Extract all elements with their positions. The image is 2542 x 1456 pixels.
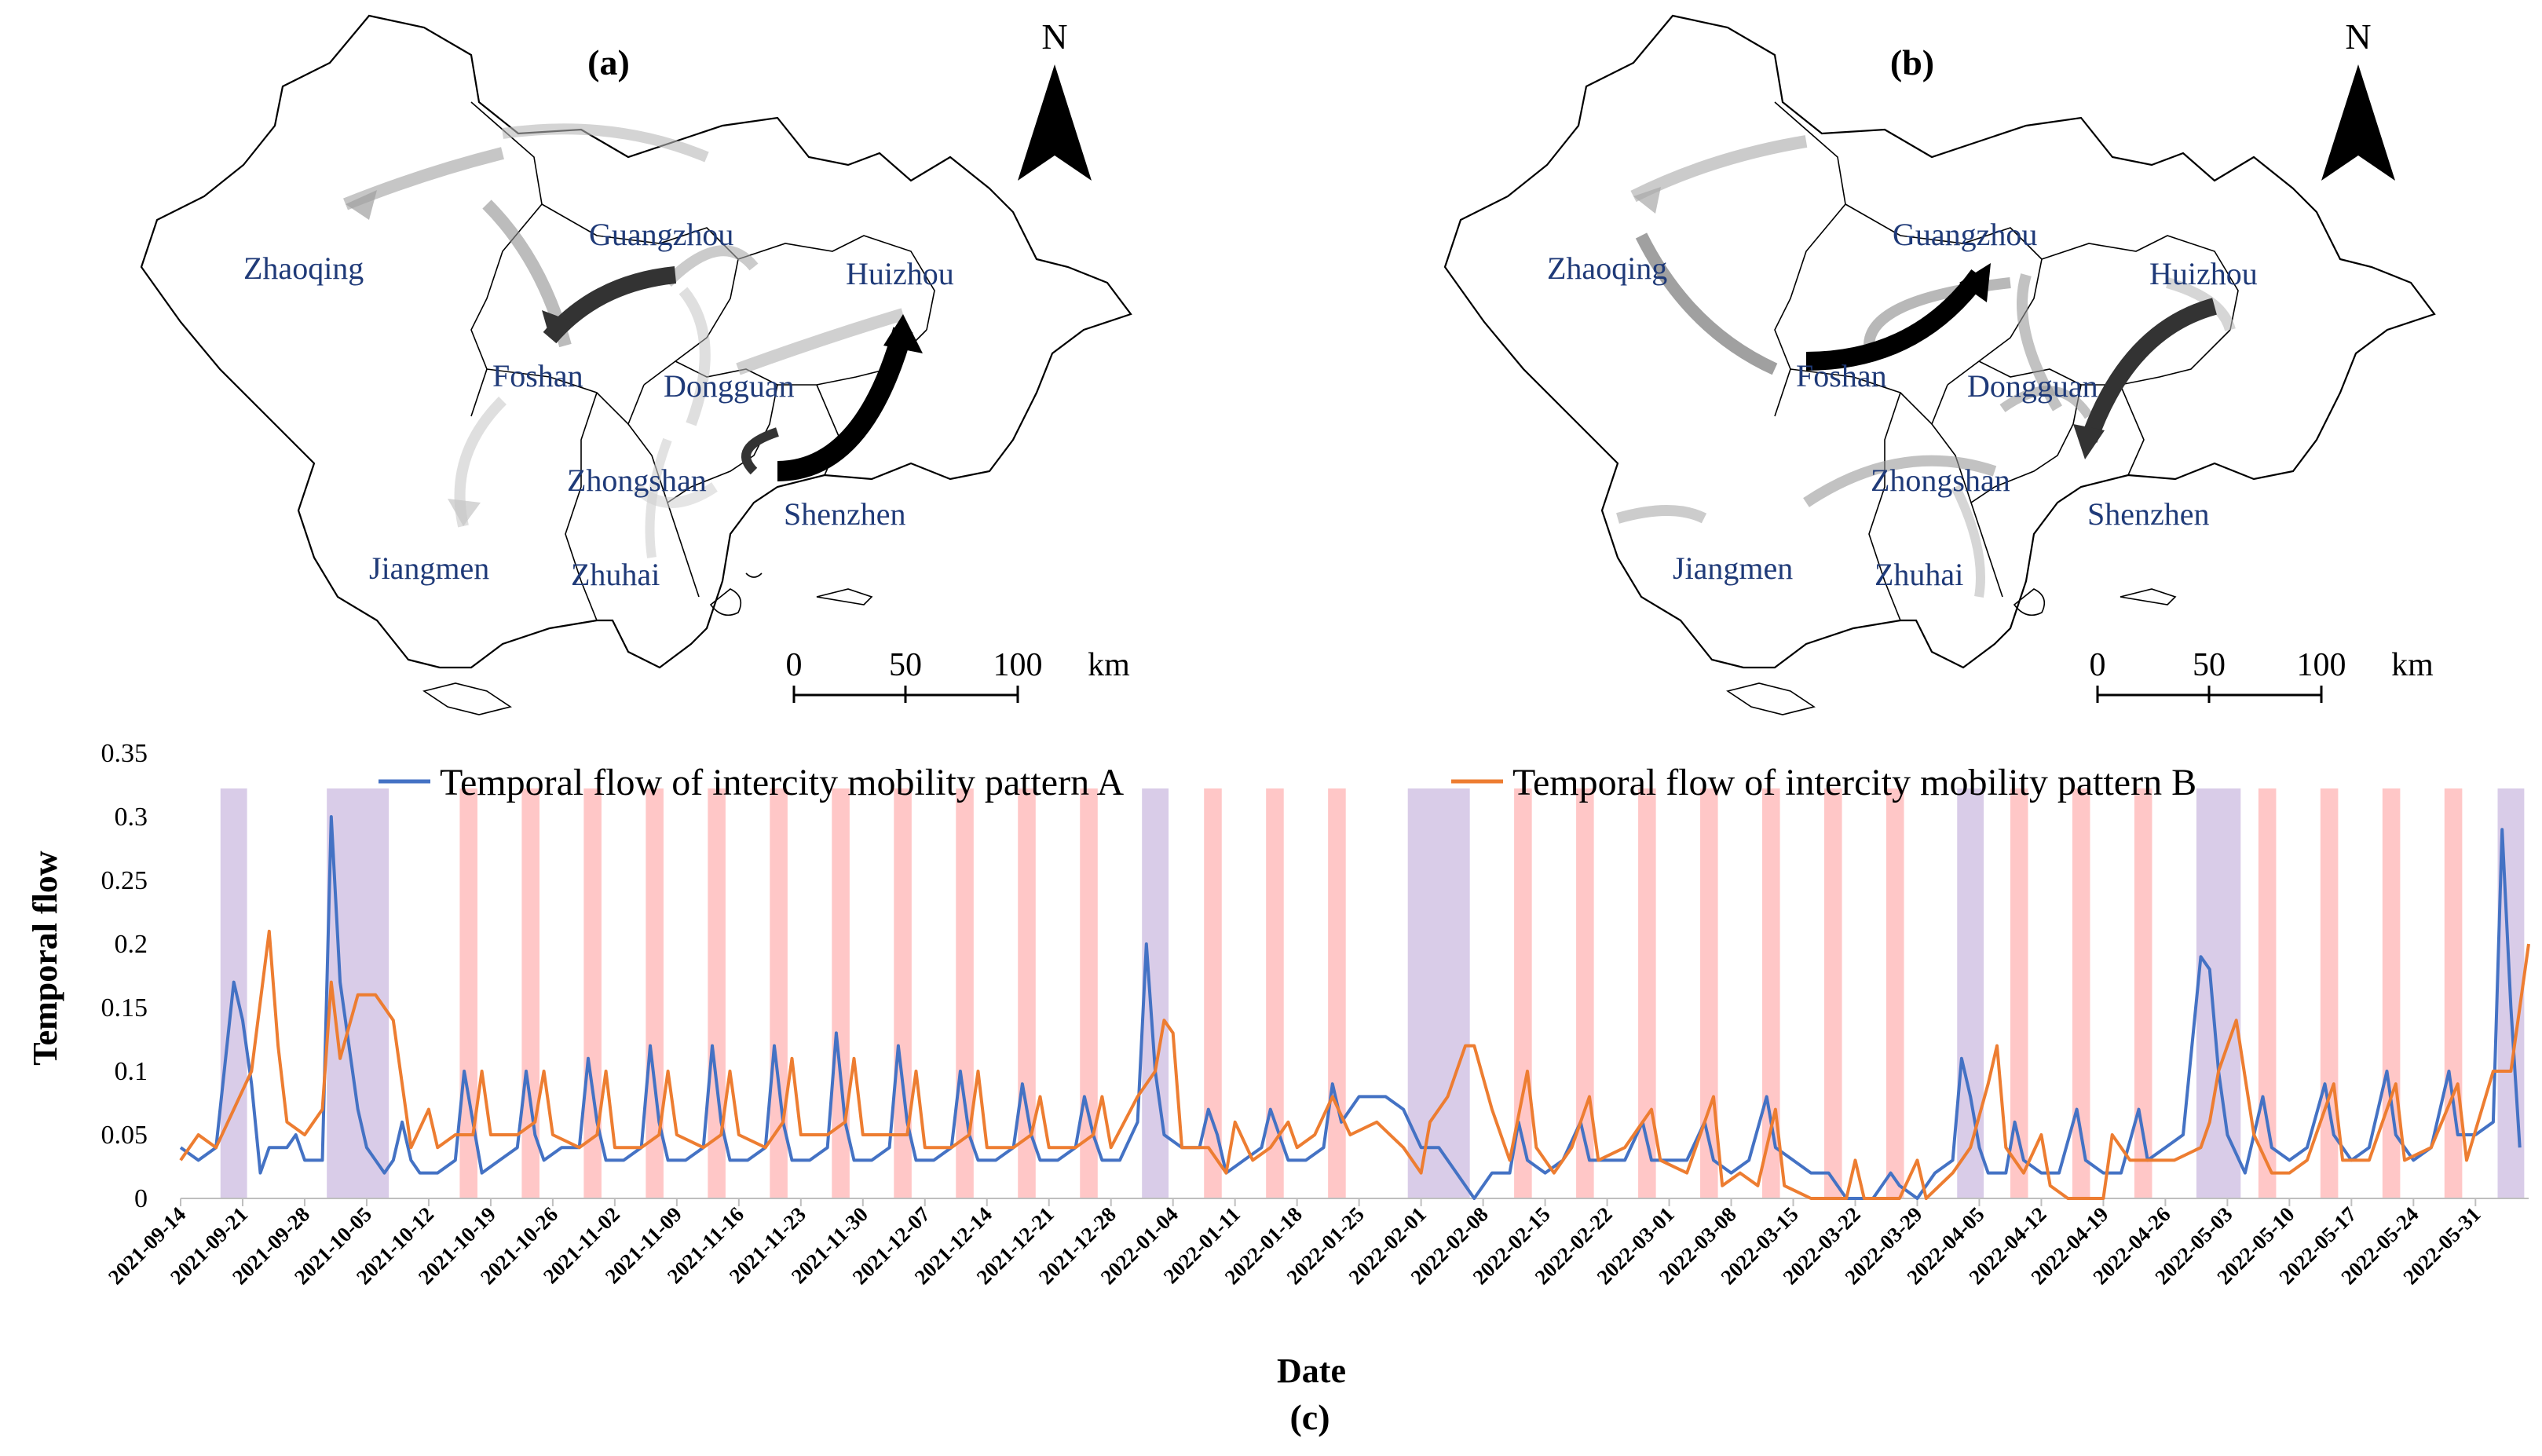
weekend-band bbox=[1204, 788, 1222, 1198]
y-axis-label: Temporal flow bbox=[26, 851, 64, 1066]
weekend-band bbox=[583, 788, 602, 1198]
y-tick-label: 0.3 bbox=[115, 803, 148, 832]
city-label-zhuhai: Zhuhai bbox=[571, 557, 660, 592]
weekend-band bbox=[1824, 788, 1842, 1198]
north-arrow-icon bbox=[1018, 64, 1092, 181]
map-b-boundaries bbox=[1443, 14, 2436, 715]
map-b-city-labels: Zhaoqing Guangzhou Huizhou Foshan Donggu… bbox=[1547, 217, 2258, 592]
weekend-band bbox=[521, 788, 539, 1198]
north-arrow-a: N bbox=[1018, 16, 1092, 181]
holiday-band bbox=[2196, 788, 2241, 1198]
legend-label-pattern-b: Temporal flow of intercity mobility patt… bbox=[1512, 762, 2196, 803]
weekend-band bbox=[2134, 788, 2152, 1198]
weekend-band bbox=[956, 788, 974, 1198]
scale-tick-50: 50 bbox=[889, 647, 922, 683]
map-a-city-labels: Zhaoqing Guangzhou Huizhou Foshan Donggu… bbox=[243, 217, 954, 592]
holiday-band bbox=[1407, 788, 1470, 1198]
city-label-shenzhen: Shenzhen bbox=[2087, 496, 2210, 532]
city-label-zhuhai: Zhuhai bbox=[1874, 557, 1963, 592]
weekend-band bbox=[1266, 788, 1284, 1198]
city-label-zhongshan: Zhongshan bbox=[567, 463, 707, 498]
panel-label-b: (b) bbox=[1890, 42, 1934, 82]
chart-legend: Temporal flow of intercity mobility patt… bbox=[379, 762, 2196, 803]
scale-tick-100: 100 bbox=[993, 647, 1043, 683]
weekend-band bbox=[1638, 788, 1656, 1198]
map-a-boundaries bbox=[140, 14, 1132, 715]
y-tick-label: 0.1 bbox=[115, 1057, 148, 1086]
north-label-a: N bbox=[1041, 16, 1067, 57]
city-label-guangzhou: Guangzhou bbox=[1893, 217, 2037, 252]
city-label-foshan: Foshan bbox=[1796, 358, 1887, 393]
city-label-huizhou: Huizhou bbox=[846, 256, 954, 291]
city-label-dongguan: Dongguan bbox=[1967, 368, 2098, 404]
map-b: Zhaoqing Guangzhou Huizhou Foshan Donggu… bbox=[1443, 14, 2436, 715]
scale-tick-100: 100 bbox=[2297, 647, 2346, 683]
city-label-zhaoqing: Zhaoqing bbox=[243, 251, 364, 286]
map-b-flows bbox=[1616, 135, 2236, 598]
y-tick-label: 0.15 bbox=[101, 993, 148, 1022]
scale-unit: km bbox=[2391, 647, 2434, 683]
north-arrow-b: N bbox=[2321, 16, 2395, 181]
temporal-flow-chart: 0 0.05 0.1 0.15 0.2 0.25 0.3 0.35 2021-09-14202… bbox=[26, 739, 2530, 1437]
city-label-foshan: Foshan bbox=[492, 358, 583, 393]
series-line-pattern-b bbox=[179, 929, 2530, 1200]
city-label-huizhou: Huizhou bbox=[2149, 256, 2258, 291]
city-label-jiangmen: Jiangmen bbox=[1673, 551, 1793, 586]
weekend-band bbox=[770, 788, 788, 1198]
weekend-band bbox=[832, 788, 850, 1198]
y-tick-label: 0 bbox=[134, 1184, 148, 1213]
city-label-jiangmen: Jiangmen bbox=[369, 551, 489, 586]
y-tick-label: 0.35 bbox=[101, 739, 148, 768]
city-label-shenzhen: Shenzhen bbox=[784, 496, 906, 532]
north-arrow-icon bbox=[2321, 64, 2395, 181]
map-a-flows bbox=[343, 123, 923, 558]
weekend-band bbox=[1885, 788, 1904, 1198]
y-tick-label: 0.2 bbox=[115, 930, 148, 959]
x-axis-label: Date bbox=[1277, 1352, 1346, 1390]
weekend-band bbox=[646, 788, 664, 1198]
north-label-b: N bbox=[2345, 16, 2371, 57]
city-label-zhongshan: Zhongshan bbox=[1871, 463, 2010, 498]
scale-tick-0: 0 bbox=[786, 647, 803, 683]
weekend-band bbox=[894, 788, 912, 1198]
holiday-band bbox=[1957, 788, 1984, 1198]
weekend-band bbox=[459, 788, 477, 1198]
city-label-zhaoqing: Zhaoqing bbox=[1547, 251, 1667, 286]
scale-bar-a: 0 50 100 km bbox=[786, 647, 1130, 703]
x-axis-ticks: 2021-09-142021-09-212021-09-282021-10-05… bbox=[104, 1198, 2485, 1289]
scale-tick-50: 50 bbox=[2193, 647, 2226, 683]
city-label-dongguan: Dongguan bbox=[664, 368, 795, 404]
weekend-band bbox=[708, 788, 726, 1198]
weekend-band bbox=[1018, 788, 1036, 1198]
weekend-band bbox=[2258, 788, 2277, 1198]
map-a: Zhaoqing Guangzhou Huizhou Foshan Donggu… bbox=[140, 14, 1132, 715]
weekend-band bbox=[2010, 788, 2028, 1198]
city-label-guangzhou: Guangzhou bbox=[589, 217, 733, 252]
weekend-band bbox=[1514, 788, 1532, 1198]
weekend-band bbox=[2072, 788, 2090, 1198]
scale-tick-0: 0 bbox=[2090, 647, 2106, 683]
panel-label-c: (c) bbox=[1289, 1397, 1330, 1437]
legend-label-pattern-a: Temporal flow of intercity mobility patt… bbox=[440, 762, 1124, 803]
scale-unit: km bbox=[1088, 647, 1130, 683]
weekend-band bbox=[1328, 788, 1346, 1198]
panel-label-a: (a) bbox=[587, 42, 630, 82]
y-tick-label: 0.25 bbox=[101, 866, 148, 895]
y-tick-label: 0.05 bbox=[101, 1121, 148, 1150]
y-axis-ticks: 0 0.05 0.1 0.15 0.2 0.25 0.3 0.35 bbox=[101, 739, 148, 1213]
scale-bar-b: 0 50 100 km bbox=[2090, 647, 2434, 703]
weekend-band bbox=[2444, 788, 2463, 1198]
